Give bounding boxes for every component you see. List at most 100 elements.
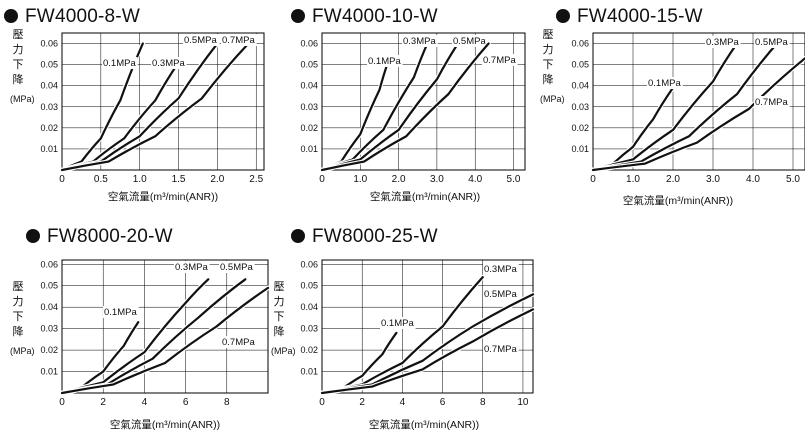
bullet-dot-icon	[556, 9, 570, 23]
y-tick-label: 0.05	[300, 60, 318, 70]
series-label: 0.5MPa	[184, 35, 217, 46]
plot-frame	[61, 259, 269, 394]
chart-title: FW4000-8-W	[4, 6, 140, 28]
y-axis-label-char: 力	[274, 295, 285, 308]
x-tick-label: 2	[100, 397, 106, 408]
bullet-dot-icon	[4, 9, 18, 23]
series-label-bg	[367, 55, 403, 67]
series-label: 0.3MPa	[175, 262, 208, 273]
x-tick-label: 0	[59, 174, 65, 185]
y-axis-label-char: 降	[543, 72, 554, 86]
series-label-bg	[754, 96, 790, 108]
y-tick-label: 0.03	[300, 324, 318, 334]
plot-frame	[61, 32, 265, 171]
y-tick-label: 0.03	[571, 102, 589, 112]
series-label-bg	[183, 34, 219, 46]
series-label-bg	[647, 77, 683, 89]
series-label-bg	[221, 34, 257, 46]
x-axis-label: 空氣流量(m³/min(ANR))	[108, 190, 218, 203]
plot-frame	[321, 32, 526, 171]
x-tick-label: 1.0	[353, 174, 367, 185]
x-tick-label: 2.5	[249, 174, 263, 185]
y-tick-label: 0.01	[40, 367, 58, 377]
y-axis-label-char: 壓	[13, 28, 24, 41]
y-tick-label: 0.02	[40, 123, 58, 133]
y-axis-label-char: 下	[274, 311, 285, 323]
y-tick-label: 0.06	[40, 259, 58, 269]
y-tick-label: 0.02	[300, 123, 318, 133]
series-label-bg	[483, 343, 519, 355]
x-tick-label: 3.0	[430, 174, 444, 185]
plot-frame	[321, 259, 534, 394]
series-label: 0.3MPa	[403, 36, 436, 47]
x-tick-label: 4.0	[468, 174, 482, 185]
y-axis-label-char: 力	[13, 295, 24, 308]
y-tick-label: 0.06	[300, 39, 318, 49]
series-curve-0.7mpa	[60, 286, 270, 395]
series-label-bg	[174, 261, 210, 273]
series-label-bg	[482, 54, 518, 66]
x-tick-label: 3.0	[706, 174, 720, 185]
series-label-bg	[102, 57, 138, 69]
x-axis-label: 空氣流量(m³/min(ANR))	[623, 194, 733, 207]
plot-frame	[592, 32, 805, 171]
series-curve-0.3mpa	[591, 42, 739, 172]
y-tick-label: 0.04	[300, 302, 318, 312]
y-tick-label: 0.05	[40, 60, 58, 70]
x-tick-label: 0.5	[94, 174, 108, 185]
series-label: 0.7MPa	[222, 35, 255, 46]
chart-title-text: FW8000-20-W	[47, 226, 173, 247]
y-axis-label-char: 力	[13, 43, 24, 56]
x-tick-label: 5.0	[507, 174, 521, 185]
bullet-dot-icon	[291, 9, 305, 23]
series-label: 0.5MPa	[755, 37, 788, 48]
y-tick-label: 0.06	[300, 259, 318, 269]
y-tick-label: 0.06	[40, 39, 58, 49]
x-tick-label: 6	[440, 397, 446, 408]
chart-title: FW8000-20-W	[26, 226, 173, 248]
y-tick-label: 0.03	[40, 102, 58, 112]
y-tick-label: 0.05	[40, 281, 58, 291]
series-label-bg	[380, 317, 416, 329]
series-label-bg	[402, 35, 438, 47]
y-axis-label-char: (MPa)	[10, 346, 35, 356]
y-tick-label: 0.01	[300, 367, 318, 377]
chart-title-text: FW4000-10-W	[312, 6, 438, 27]
series-label: 0.1MPa	[368, 56, 401, 67]
series-label-bg	[452, 35, 488, 47]
y-axis-label-char: (MPa)	[10, 94, 35, 104]
series-label: 0.7MPa	[755, 97, 788, 108]
x-tick-label: 1.0	[133, 174, 147, 185]
chart-title-text: FW8000-25-W	[312, 226, 438, 247]
y-tick-label: 0.05	[300, 281, 318, 291]
series-label: 0.3MPa	[484, 264, 517, 275]
y-tick-label: 0.03	[300, 102, 318, 112]
series-curve-0.7mpa	[320, 42, 490, 172]
x-tick-label: 0	[590, 174, 596, 185]
x-tick-label: 4	[142, 397, 148, 408]
x-tick-label: 0	[59, 397, 65, 408]
series-label: 0.7MPa	[222, 337, 255, 348]
x-axis-label: 空氣流量(m³/min(ANR))	[370, 190, 480, 203]
series-label: 0.5MPa	[220, 262, 253, 273]
y-axis-label-char: (MPa)	[540, 94, 565, 104]
series-curve-0.7mpa	[591, 57, 805, 172]
x-tick-label: 4.0	[746, 174, 760, 185]
series-label: 0.1MPa	[381, 318, 414, 329]
series-curve-0.7mpa	[60, 42, 250, 172]
y-tick-label: 0.05	[571, 60, 589, 70]
y-tick-label: 0.02	[40, 345, 58, 355]
y-tick-label: 0.04	[571, 81, 589, 91]
x-tick-label: 0	[319, 174, 325, 185]
x-axis-label: 空氣流量(m³/min(ANR))	[369, 418, 479, 431]
bullet-dot-icon	[26, 229, 40, 243]
y-tick-label: 0.01	[40, 144, 58, 154]
x-tick-label: 5.0	[786, 174, 800, 185]
x-tick-label: 2.0	[392, 174, 406, 185]
chart-title: FW4000-15-W	[556, 6, 703, 28]
series-label: 0.3MPa	[152, 58, 185, 69]
y-tick-label: 0.06	[571, 39, 589, 49]
